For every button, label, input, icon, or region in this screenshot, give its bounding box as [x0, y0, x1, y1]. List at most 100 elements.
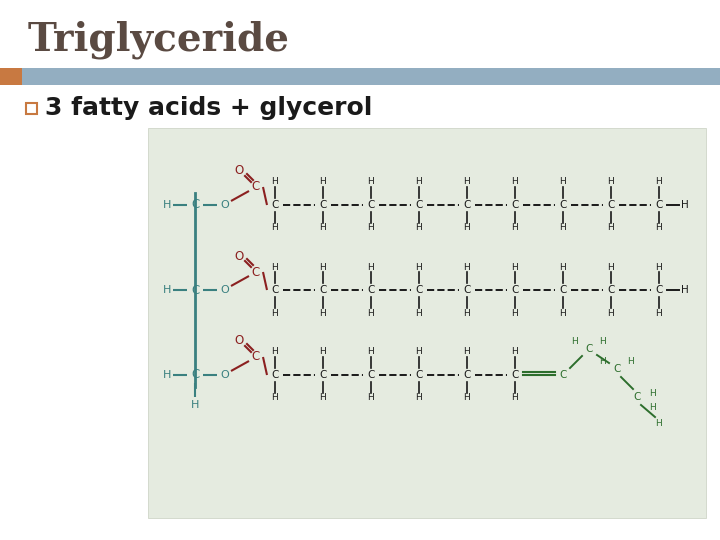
Text: H: H [656, 308, 662, 318]
Text: O: O [220, 200, 230, 210]
Text: H: H [271, 262, 279, 272]
Text: H: H [320, 262, 326, 272]
Text: C: C [585, 344, 593, 354]
Text: C: C [607, 285, 615, 295]
Text: C: C [367, 200, 374, 210]
Text: H: H [512, 178, 518, 186]
Text: C: C [613, 364, 621, 374]
Text: O: O [220, 285, 230, 295]
Text: H: H [628, 356, 634, 366]
Text: H: H [464, 224, 470, 233]
Text: C: C [191, 199, 199, 212]
Text: C: C [251, 180, 259, 193]
Text: H: H [415, 308, 423, 318]
Text: O: O [235, 249, 243, 262]
Text: H: H [191, 400, 199, 410]
Text: C: C [559, 285, 567, 295]
Text: H: H [368, 224, 374, 233]
Text: H: H [368, 394, 374, 402]
Text: H: H [271, 178, 279, 186]
Text: H: H [163, 370, 171, 380]
Text: H: H [559, 262, 567, 272]
Text: H: H [415, 224, 423, 233]
Text: H: H [656, 418, 662, 428]
Bar [0, 68, 720, 85]
Text: H: H [464, 394, 470, 402]
Text: H: H [320, 308, 326, 318]
Text: H: H [559, 224, 567, 233]
Text: H: H [681, 200, 689, 210]
Text: H: H [320, 224, 326, 233]
Text: C: C [271, 285, 279, 295]
Text: H: H [649, 402, 657, 411]
Text: H: H [608, 178, 614, 186]
Text: H: H [415, 394, 423, 402]
Text: H: H [415, 348, 423, 356]
Text: C: C [463, 200, 471, 210]
Text: C: C [191, 368, 199, 381]
Text: C: C [607, 200, 615, 210]
Text: H: H [512, 348, 518, 356]
Text: H: H [656, 224, 662, 233]
Text: H: H [656, 262, 662, 272]
Text: C: C [319, 200, 327, 210]
Text: H: H [512, 394, 518, 402]
Text: H: H [656, 178, 662, 186]
Text: H: H [163, 285, 171, 295]
Text: H: H [512, 262, 518, 272]
Text: H: H [649, 388, 657, 397]
Text: H: H [512, 308, 518, 318]
Text: H: H [163, 200, 171, 210]
Text: H: H [368, 262, 374, 272]
Text: C: C [271, 200, 279, 210]
Text: H: H [320, 348, 326, 356]
Bar [26, 103, 37, 113]
Text: C: C [415, 200, 423, 210]
Text: Triglyceride: Triglyceride [28, 21, 290, 59]
Text: H: H [368, 308, 374, 318]
Text: C: C [319, 285, 327, 295]
Text: C: C [511, 370, 518, 380]
Text: C: C [463, 370, 471, 380]
Text: C: C [655, 285, 662, 295]
Text: H: H [368, 348, 374, 356]
Text: H: H [464, 348, 470, 356]
Text: C: C [319, 370, 327, 380]
Text: C: C [634, 392, 641, 402]
Text: C: C [559, 200, 567, 210]
Text: H: H [572, 336, 578, 346]
Text: O: O [235, 165, 243, 178]
Text: H: H [271, 394, 279, 402]
Text: O: O [235, 334, 243, 348]
Text: H: H [600, 336, 606, 346]
Text: H: H [464, 262, 470, 272]
Text: H: H [512, 224, 518, 233]
Text: C: C [367, 285, 374, 295]
Text: H: H [368, 178, 374, 186]
Bar [148, 128, 706, 518]
Text: C: C [511, 285, 518, 295]
Text: C: C [415, 370, 423, 380]
Text: C: C [463, 285, 471, 295]
Text: H: H [559, 178, 567, 186]
Text: H: H [608, 308, 614, 318]
Text: H: H [320, 394, 326, 402]
Text: C: C [191, 284, 199, 296]
Text: H: H [608, 224, 614, 233]
Text: C: C [511, 200, 518, 210]
Text: H: H [608, 262, 614, 272]
Text: H: H [600, 356, 606, 366]
Text: H: H [464, 178, 470, 186]
Text: H: H [271, 308, 279, 318]
Text: H: H [320, 178, 326, 186]
Text: C: C [655, 200, 662, 210]
Text: 3 fatty acids + glycerol: 3 fatty acids + glycerol [45, 96, 372, 120]
Bar [0, 68, 22, 85]
Text: H: H [415, 178, 423, 186]
Text: O: O [220, 370, 230, 380]
Text: H: H [415, 262, 423, 272]
Text: C: C [367, 370, 374, 380]
Text: H: H [681, 285, 689, 295]
Text: H: H [464, 308, 470, 318]
Text: C: C [271, 370, 279, 380]
